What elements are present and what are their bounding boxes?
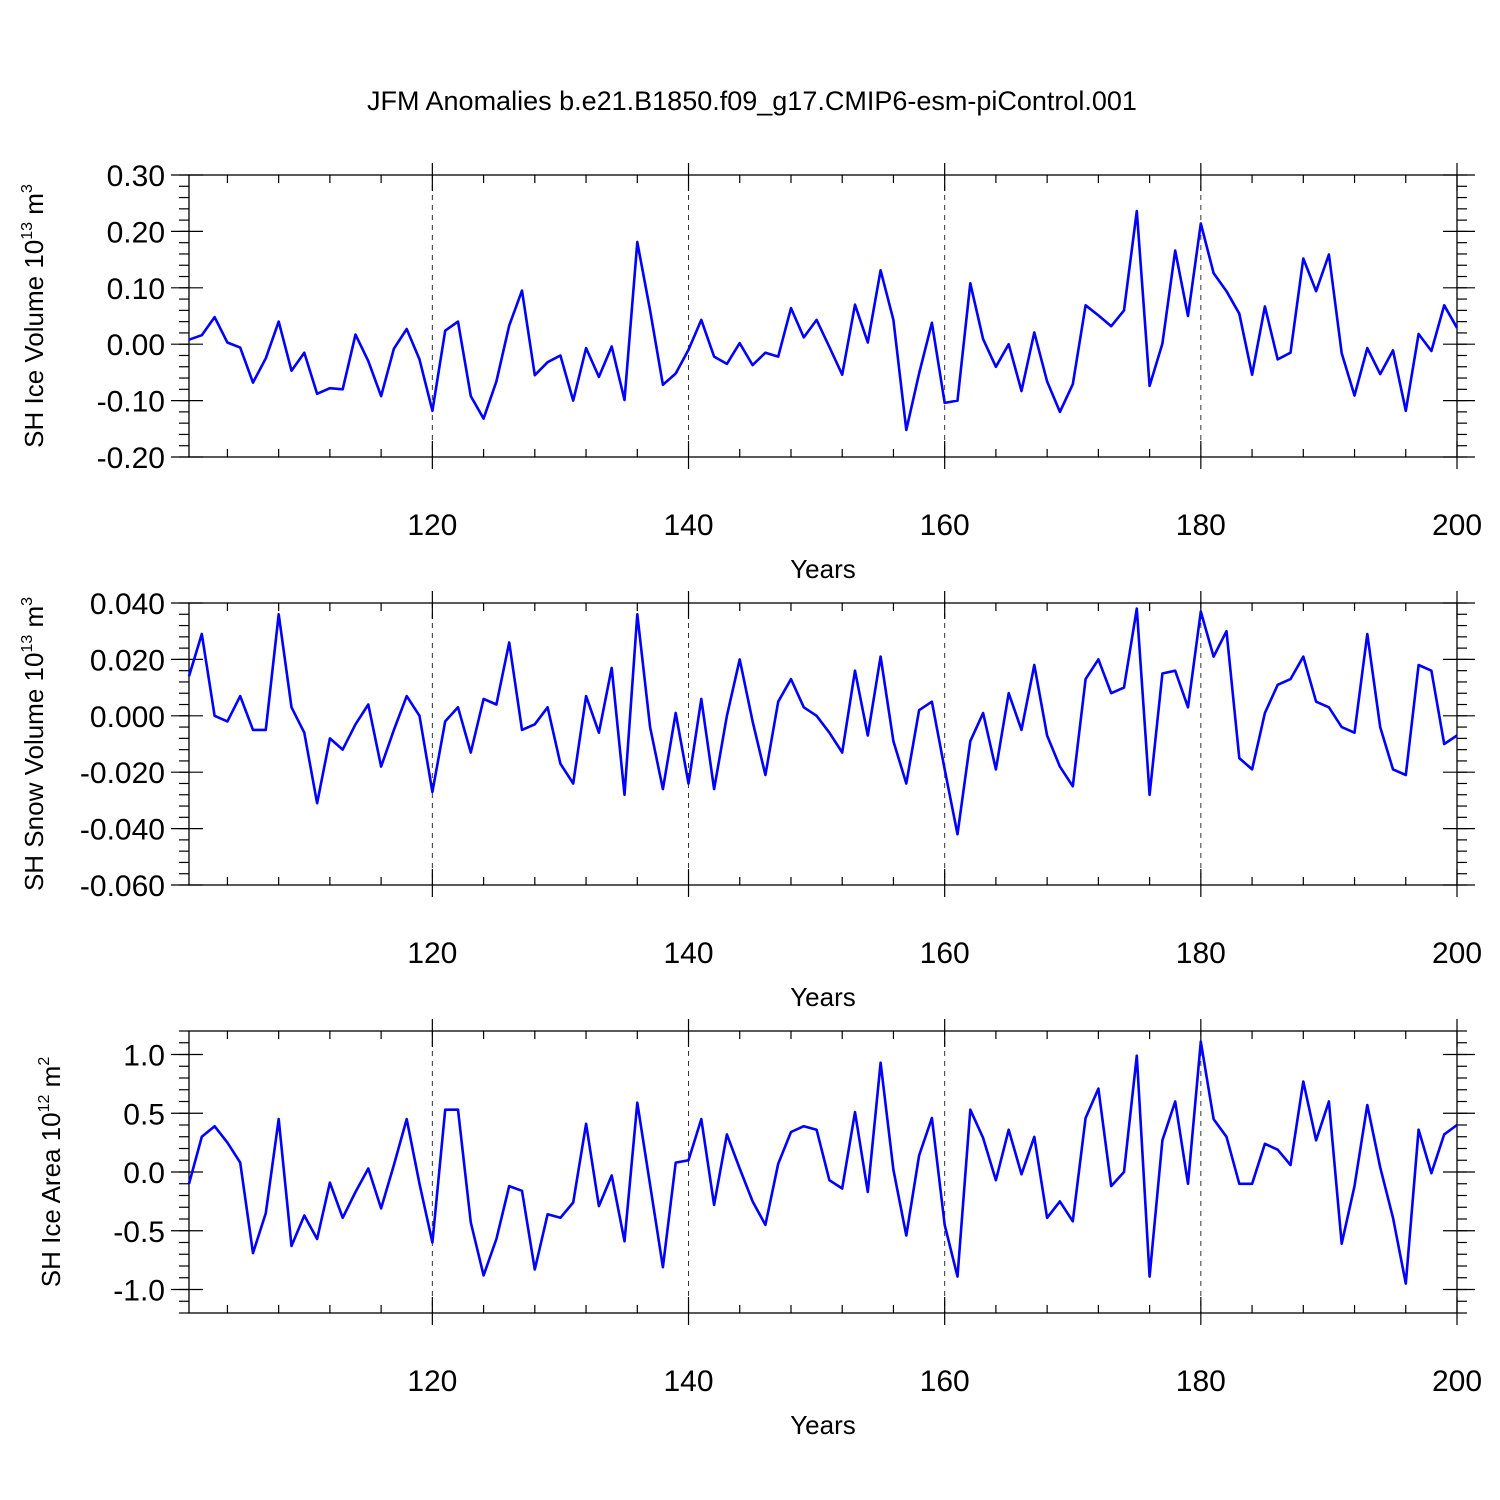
chart-title: JFM Anomalies b.e21.B1850.f09_g17.CMIP6-… bbox=[367, 86, 1137, 116]
y-axis-title: SH Ice Area 1012 m2 bbox=[36, 1057, 66, 1288]
y-tick-label: -0.020 bbox=[80, 757, 165, 790]
y-tick-label: 0.020 bbox=[90, 644, 165, 677]
y-tick-label: 0.0 bbox=[123, 1157, 165, 1190]
y-tick-label: -0.20 bbox=[97, 442, 165, 475]
x-tick-label: 140 bbox=[663, 937, 713, 970]
x-axis-title: Years bbox=[790, 554, 856, 584]
y-axis-title: SH Ice Volume 1013 m3 bbox=[19, 184, 49, 448]
y-tick-label: 0.000 bbox=[90, 701, 165, 734]
y-tick-label: 0.040 bbox=[90, 588, 165, 621]
x-tick-label: 200 bbox=[1432, 1365, 1482, 1398]
x-tick-label: 120 bbox=[407, 1365, 457, 1398]
y-tick-label: 0.10 bbox=[107, 273, 165, 306]
panel-1: 120 140 160 180 200 Years -0.20 -0.10 0.00 0.10 0.… bbox=[19, 160, 1482, 584]
x-tick-label: 200 bbox=[1432, 937, 1482, 970]
series-line bbox=[188, 209, 1459, 432]
series-line bbox=[187, 1040, 1458, 1285]
y-tick-label: -0.5 bbox=[113, 1216, 165, 1249]
y-tick-label: 0.00 bbox=[107, 329, 165, 362]
x-tick-label: 180 bbox=[1176, 1365, 1226, 1398]
y-tick-label: -0.10 bbox=[97, 386, 165, 419]
plot-frame bbox=[188, 602, 1458, 886]
y-tick-label: -0.060 bbox=[80, 870, 165, 903]
plot-frame bbox=[188, 1030, 1458, 1314]
x-tick-label: 160 bbox=[920, 509, 970, 542]
x-tick-label: 140 bbox=[663, 509, 713, 542]
y-tick-label: 1.0 bbox=[123, 1040, 165, 1073]
x-tick-label: 160 bbox=[920, 1365, 970, 1398]
plot-frame bbox=[188, 174, 1458, 458]
series-line bbox=[187, 607, 1458, 836]
x-tick-label: 180 bbox=[1176, 509, 1226, 542]
x-tick-label: 140 bbox=[663, 1365, 713, 1398]
y-tick-label: 0.30 bbox=[107, 160, 165, 193]
x-tick-label: 120 bbox=[407, 509, 457, 542]
panel-3: 120 140 160 180 200 Years -1.0 -0.5 0.0 0.5 1.0 SH … bbox=[36, 1019, 1482, 1440]
y-tick-label: -0.040 bbox=[80, 814, 165, 847]
x-tick-label: 160 bbox=[920, 937, 970, 970]
x-tick-label: 120 bbox=[407, 937, 457, 970]
panel-2: 120 140 160 180 200 Years -0.060 -0.040 -0.020 0.… bbox=[19, 588, 1482, 1012]
y-tick-label: 0.5 bbox=[123, 1098, 165, 1131]
y-tick-label: -1.0 bbox=[113, 1275, 165, 1308]
y-tick-label: 0.20 bbox=[107, 216, 165, 249]
y-axis-title: SH Snow Volume 1013 m3 bbox=[19, 597, 49, 891]
x-axis-title: Years bbox=[790, 982, 856, 1012]
x-axis-title: Years bbox=[790, 1410, 856, 1440]
x-tick-label: 200 bbox=[1432, 509, 1482, 542]
x-tick-label: 180 bbox=[1176, 937, 1226, 970]
